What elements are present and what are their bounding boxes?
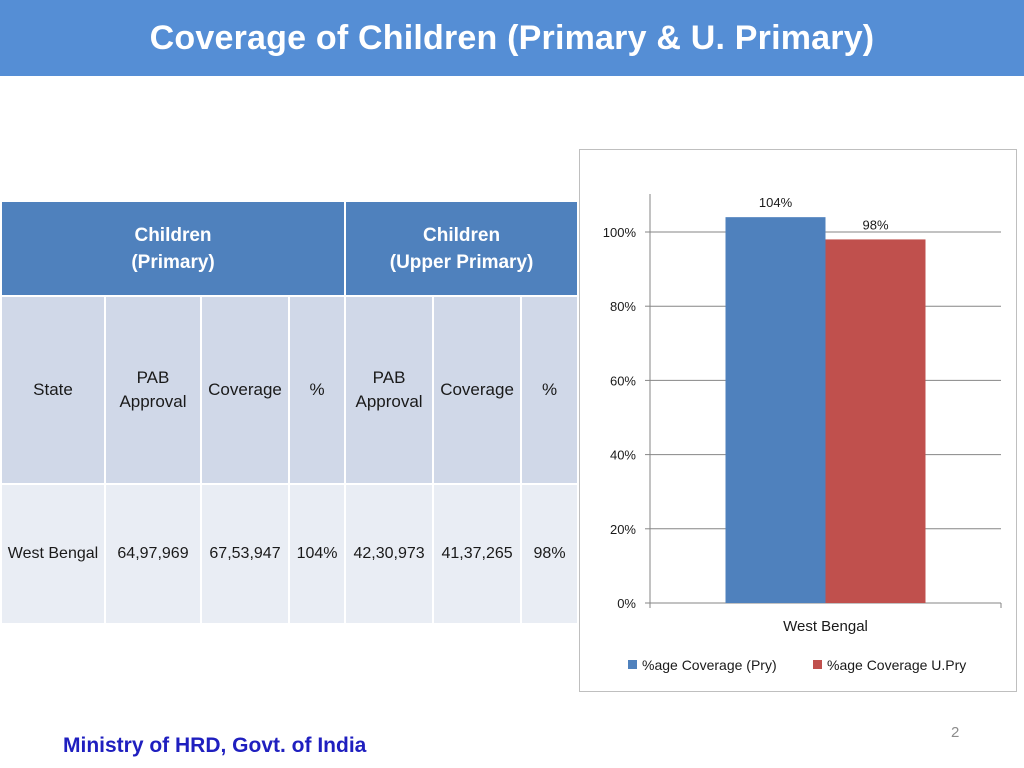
cell-pry-percent: 104% [287, 483, 347, 625]
bar-data-label: 98% [862, 217, 888, 232]
col-header-pab-line1: PAB [136, 368, 170, 387]
legend-swatch [628, 660, 637, 669]
col-header-state: State [0, 295, 106, 485]
bar-data-label: 104% [759, 195, 793, 210]
group-header-primary: Children (Primary) [0, 200, 347, 297]
group-header-upper-primary: Children (Upper Primary) [344, 200, 580, 297]
col-header-pry-percent: % [287, 295, 347, 485]
col-header-upry-coverage: Coverage [432, 295, 523, 485]
col-header-pab-line2: Approval [355, 392, 423, 411]
col-header-pab-line1: PAB [372, 368, 406, 387]
footer-text: Ministry of HRD, Govt. of India [63, 734, 367, 757]
group-header-upper-primary-line2: (Upper Primary) [389, 251, 534, 273]
cell-state: West Bengal [0, 483, 106, 625]
bar-upry [825, 239, 926, 604]
col-header-pry-pab: PAB Approval [104, 295, 202, 485]
y-tick-label: 20% [610, 522, 636, 537]
table-column-header-row: State PAB Approval Coverage % PAB Approv… [0, 295, 580, 485]
coverage-table: Children (Primary) Children (Upper Prima… [0, 200, 580, 625]
legend-label: %age Coverage U.Pry [827, 657, 966, 673]
col-header-pry-coverage: Coverage [200, 295, 290, 485]
col-header-upry-pab: PAB Approval [344, 295, 435, 485]
table-row: West Bengal 64,97,969 67,53,947 104% 42,… [0, 483, 580, 625]
y-tick-label: 40% [610, 448, 636, 463]
cell-upry-coverage: 41,37,265 [432, 483, 523, 625]
slide-title: Coverage of Children (Primary & U. Prima… [149, 18, 875, 57]
title-bar: Coverage of Children (Primary & U. Prima… [0, 0, 1024, 76]
col-header-pab-line2: Approval [119, 392, 187, 411]
bar-pry [725, 217, 826, 603]
x-category-label: West Bengal [783, 618, 868, 635]
page-number: 2 [951, 724, 960, 741]
table-group-header-row: Children (Primary) Children (Upper Prima… [0, 200, 580, 297]
y-tick-label: 80% [610, 299, 636, 314]
legend-swatch [813, 660, 822, 669]
y-tick-label: 0% [617, 596, 636, 611]
cell-pry-pab: 64,97,969 [104, 483, 202, 625]
col-header-upry-percent: % [520, 295, 580, 485]
group-header-primary-line1: Children [134, 224, 212, 246]
legend-label: %age Coverage (Pry) [642, 657, 777, 673]
cell-pry-coverage: 67,53,947 [200, 483, 290, 625]
group-header-upper-primary-line1: Children [423, 224, 501, 246]
chart-canvas: 0% 20% 40% 60% 80% 100% 104% 98% West Bengal %age… [603, 194, 1002, 673]
coverage-chart: 0% 20% 40% 60% 80% 100% 104% 98% West Bengal %age… [579, 149, 1017, 692]
y-tick-label: 100% [603, 225, 637, 240]
y-tick-label: 60% [610, 373, 636, 388]
cell-upry-percent: 98% [520, 483, 580, 625]
group-header-primary-line2: (Primary) [131, 251, 215, 273]
cell-upry-pab: 42,30,973 [344, 483, 435, 625]
